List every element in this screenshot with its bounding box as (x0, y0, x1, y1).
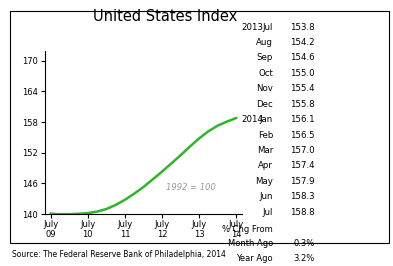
Text: Jul: Jul (263, 208, 273, 217)
Text: 153.8: 153.8 (290, 23, 314, 32)
Text: 155.4: 155.4 (290, 84, 314, 93)
Text: 2013: 2013 (242, 23, 264, 32)
Text: 155.8: 155.8 (290, 100, 314, 109)
Text: United States Index: United States Index (93, 9, 237, 24)
Text: 156.5: 156.5 (290, 131, 314, 140)
Text: Source: The Federal Reserve Bank of Philadelphia, 2014: Source: The Federal Reserve Bank of Phil… (12, 250, 226, 259)
Text: 2014: 2014 (242, 115, 264, 124)
Text: Oct: Oct (258, 69, 273, 78)
Text: Mar: Mar (257, 146, 273, 155)
Text: Nov: Nov (256, 84, 273, 93)
Text: Jul: Jul (263, 23, 273, 32)
Text: Sep: Sep (257, 53, 273, 63)
Text: Jan: Jan (260, 115, 273, 124)
Text: Aug: Aug (256, 38, 273, 47)
Text: Feb: Feb (258, 131, 273, 140)
Text: Month Ago: Month Ago (228, 239, 273, 248)
Text: Dec: Dec (256, 100, 273, 109)
Text: Jun: Jun (260, 192, 273, 201)
Text: Year Ago: Year Ago (237, 254, 273, 263)
Text: 155.0: 155.0 (290, 69, 314, 78)
Text: 157.4: 157.4 (290, 161, 314, 171)
Text: 158.3: 158.3 (290, 192, 314, 201)
Text: 154.6: 154.6 (290, 53, 314, 63)
Text: % Chg From: % Chg From (222, 225, 273, 234)
Text: May: May (255, 177, 273, 186)
Text: 3.2%: 3.2% (293, 254, 314, 263)
Text: 158.8: 158.8 (290, 208, 314, 217)
Text: 154.2: 154.2 (290, 38, 314, 47)
Text: 157.9: 157.9 (290, 177, 314, 186)
Text: 156.1: 156.1 (290, 115, 314, 124)
Text: 1992 = 100: 1992 = 100 (166, 182, 216, 192)
Text: 0.3%: 0.3% (293, 239, 314, 248)
Text: Apr: Apr (258, 161, 273, 171)
Text: 157.0: 157.0 (290, 146, 314, 155)
